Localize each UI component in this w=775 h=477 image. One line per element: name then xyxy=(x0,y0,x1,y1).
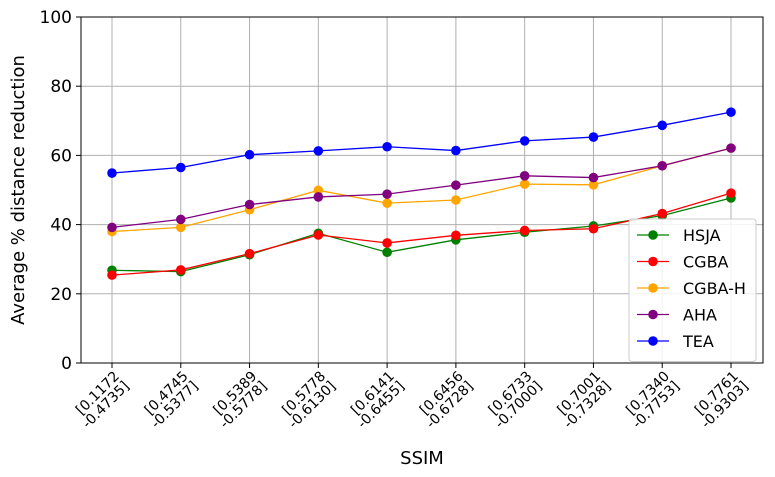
point-cgba xyxy=(107,270,117,280)
series-line-cgba-h xyxy=(111,147,732,233)
series-lines xyxy=(111,111,732,276)
point-cgba xyxy=(244,248,255,259)
legend-label: TEA xyxy=(682,332,714,351)
point-cgba-h xyxy=(451,195,461,205)
legend-label: CGBA-H xyxy=(683,279,746,298)
point-aha xyxy=(313,192,324,202)
legend-box xyxy=(628,218,757,362)
point-aha xyxy=(519,171,530,181)
point-tea xyxy=(726,107,736,117)
point-tea xyxy=(382,141,392,152)
x-tick-label: [0.5389-0.5778] xyxy=(207,369,270,432)
point-aha xyxy=(175,214,186,225)
y-tick-label: 100 xyxy=(40,8,72,28)
point-tea xyxy=(657,120,668,131)
x-tick-label: [0.4745-0.5377] xyxy=(138,369,201,432)
legend-item-aha: AHA xyxy=(637,306,717,325)
x-tick-label: [0.7761-0.9303] xyxy=(688,369,751,432)
legend-item-cgba-h: CGBA-H xyxy=(637,279,746,298)
legend: HSJA CGBA CGBA-H AHA TEA xyxy=(628,218,757,362)
point-aha xyxy=(107,222,117,233)
legend-label: HSJA xyxy=(683,226,721,245)
y-axis-ticks: 0 20 40 60 80 100 xyxy=(40,8,81,374)
x-axis-ticks: [0.1172-0.4735] [0.4745-0.5377] [0.5389-0.… xyxy=(69,363,752,432)
point-cgba xyxy=(657,208,668,219)
legend-marker xyxy=(648,309,658,320)
point-cgba xyxy=(588,223,599,234)
x-tick-label: [0.5778-0.6130] xyxy=(276,369,339,432)
legend-item-hsja: HSJA xyxy=(637,226,721,245)
y-tick-label: 60 xyxy=(50,146,72,166)
x-tick-label: [0.7001-0.7328] xyxy=(551,369,614,432)
legend-item-cgba: CGBA xyxy=(637,253,729,272)
legend-marker xyxy=(648,336,658,346)
point-cgba xyxy=(175,265,186,275)
point-cgba xyxy=(313,230,324,240)
series-line-tea xyxy=(111,111,732,174)
point-tea xyxy=(175,162,186,173)
x-tick-label: [0.6456-0.6728] xyxy=(413,368,476,431)
legend-item-tea: TEA xyxy=(637,332,714,351)
point-cgba xyxy=(726,188,736,198)
point-tea xyxy=(107,168,117,178)
y-tick-label: 80 xyxy=(50,77,72,97)
point-aha xyxy=(451,180,461,190)
point-cgba xyxy=(519,225,530,236)
y-axis-label: Average % distance reduction xyxy=(8,55,29,325)
point-tea xyxy=(313,146,324,156)
series-line-aha xyxy=(111,147,732,229)
point-cgba xyxy=(451,230,461,241)
point-tea xyxy=(451,145,461,156)
y-tick-label: 20 xyxy=(50,285,72,305)
point-cgba-h xyxy=(519,179,530,189)
y-tick-label: 0 xyxy=(61,354,72,374)
point-aha xyxy=(726,143,736,153)
point-tea xyxy=(519,136,530,146)
legend-marker xyxy=(648,283,658,293)
point-cgba-h xyxy=(175,222,186,233)
x-tick-label: [0.6141-0.6455] xyxy=(345,369,408,432)
point-cgba-h xyxy=(588,180,599,190)
x-tick-label: [0.7340-0.7753] xyxy=(620,369,683,432)
y-tick-label: 40 xyxy=(50,216,72,236)
point-tea xyxy=(244,149,255,160)
legend-marker xyxy=(648,230,658,240)
point-hsja xyxy=(382,247,392,258)
x-tick-label: [0.6733-0.7000] xyxy=(482,369,545,432)
point-cgba-h xyxy=(382,198,392,208)
series-points xyxy=(107,107,736,280)
x-axis-label: SSIM xyxy=(400,448,444,469)
plot-area-frame xyxy=(80,16,764,364)
legend-marker xyxy=(648,256,658,267)
x-tick-label: [0.1172-0.4735] xyxy=(69,369,132,432)
point-cgba-h xyxy=(313,185,324,196)
point-aha xyxy=(588,172,599,183)
legend-label: AHA xyxy=(683,306,717,325)
legend-label: CGBA xyxy=(683,253,729,272)
series-line-cgba xyxy=(111,192,732,276)
point-cgba xyxy=(382,238,392,248)
point-aha xyxy=(382,189,392,199)
point-aha xyxy=(244,199,255,210)
point-aha xyxy=(657,160,668,171)
point-tea xyxy=(588,132,599,142)
